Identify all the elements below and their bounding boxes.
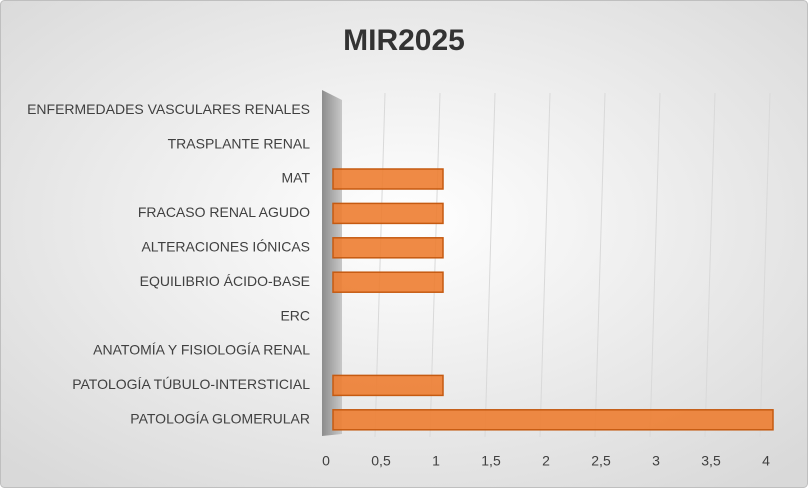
grid-line bbox=[484, 92, 496, 438]
y-tick-label: EQUILIBRIO ÁCIDO-BASE bbox=[140, 273, 310, 289]
y-tick-label: ENFERMEDADES VASCULARES RENALES bbox=[27, 101, 310, 117]
bar bbox=[332, 271, 444, 293]
bar bbox=[332, 168, 444, 190]
bar bbox=[332, 237, 444, 259]
grid-line bbox=[704, 92, 716, 438]
grid-line bbox=[594, 92, 606, 438]
y-tick-label: MAT bbox=[281, 170, 310, 186]
y-tick-label: ERC bbox=[280, 307, 310, 323]
x-tick-label: 4 bbox=[762, 453, 770, 469]
x-tick-label: 2,5 bbox=[591, 453, 611, 469]
chart-title: MIR2025 bbox=[343, 24, 465, 57]
grid-line bbox=[539, 92, 551, 438]
bar bbox=[332, 202, 444, 225]
grid-line bbox=[759, 92, 771, 438]
bar bbox=[332, 409, 774, 431]
x-tick-label: 3 bbox=[652, 453, 660, 469]
grid-line bbox=[649, 92, 661, 438]
y-tick-label: ALTERACIONES IÓNICAS bbox=[141, 239, 310, 255]
x-tick-label: 1 bbox=[432, 453, 440, 469]
x-tick-label: 0,5 bbox=[371, 453, 391, 469]
bar bbox=[332, 374, 444, 397]
y-tick-label: PATOLOGÍA TÚBULO-INTERSTICIAL bbox=[72, 376, 310, 392]
y-tick-label: PATOLOGÍA GLOMERULAR bbox=[130, 411, 310, 427]
x-tick-label: 2 bbox=[542, 453, 550, 469]
y-tick-label: ANATOMÍA Y FISIOLOGÍA RENAL bbox=[93, 342, 310, 358]
x-tick-label: 0 bbox=[322, 453, 330, 469]
y-tick-label: TRASPLANTE RENAL bbox=[168, 135, 311, 151]
x-tick-label: 1,5 bbox=[481, 453, 501, 469]
x-tick-label: 3,5 bbox=[701, 453, 721, 469]
y-tick-label: FRACASO RENAL AGUDO bbox=[138, 204, 310, 220]
